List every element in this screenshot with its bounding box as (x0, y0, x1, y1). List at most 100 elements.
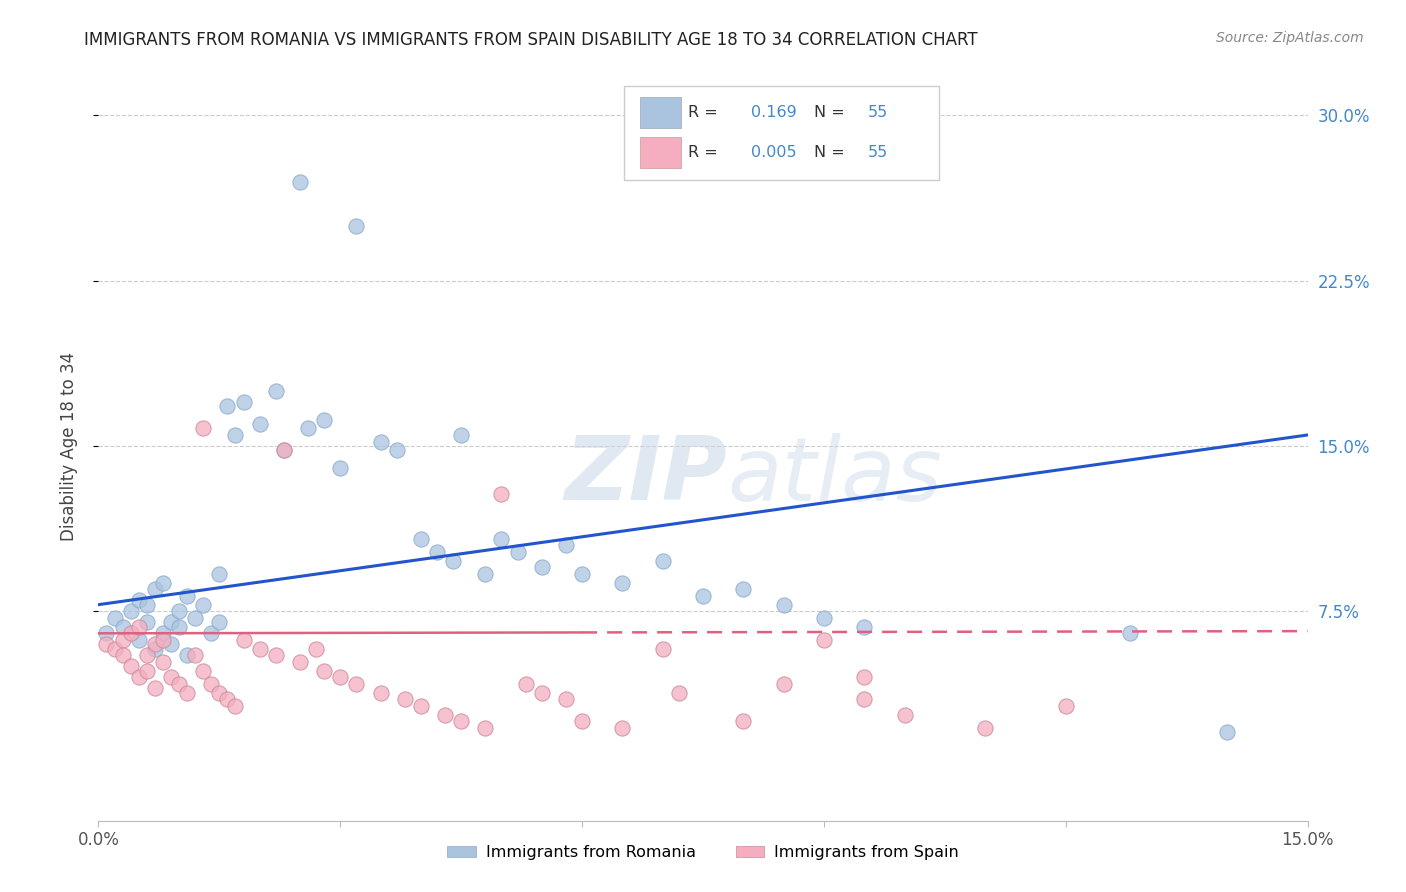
Point (176, 686, 198, 700)
Text: R =: R = (689, 105, 723, 120)
Point (692, 589, 714, 603)
Text: R =: R = (689, 145, 723, 160)
Point (515, 677, 537, 691)
Point (152, 626, 174, 640)
Point (160, 615, 183, 630)
Point (120, 659, 142, 673)
Text: atlas: atlas (727, 433, 942, 519)
Point (651, 641, 673, 656)
Point (273, 443, 295, 458)
FancyBboxPatch shape (640, 97, 682, 128)
Point (96, 637, 118, 651)
Point (733, 714, 755, 729)
Point (111, 648, 134, 663)
Point (370, 434, 392, 449)
Point (305, 641, 328, 656)
Text: 0.005: 0.005 (751, 145, 797, 160)
Point (571, 714, 593, 729)
Point (143, 637, 166, 651)
Point (224, 699, 246, 714)
Point (273, 443, 295, 458)
Point (193, 421, 215, 435)
Point (167, 604, 190, 618)
Point (208, 615, 231, 630)
Point (128, 620, 150, 634)
Point (612, 575, 634, 590)
Point (893, 707, 915, 722)
Point (135, 598, 157, 612)
Point (491, 487, 513, 501)
Point (152, 655, 174, 669)
Text: 55: 55 (868, 145, 887, 160)
Point (612, 721, 634, 735)
Point (143, 582, 166, 597)
Point (103, 611, 125, 625)
Point (224, 428, 246, 442)
Point (853, 670, 876, 684)
Point (120, 626, 142, 640)
Point (184, 611, 207, 625)
Point (264, 648, 287, 663)
Point (329, 670, 352, 684)
Point (208, 566, 231, 581)
Point (813, 632, 835, 647)
FancyBboxPatch shape (640, 136, 682, 168)
Point (474, 721, 496, 735)
Point (103, 641, 125, 656)
Point (249, 641, 271, 656)
Point (232, 632, 254, 647)
Point (135, 648, 157, 663)
Point (370, 686, 392, 700)
Point (135, 664, 157, 678)
Point (571, 566, 593, 581)
Text: ZIP: ZIP (564, 433, 727, 519)
Point (135, 615, 157, 630)
Point (143, 641, 166, 656)
Point (128, 670, 150, 684)
Text: Source: ZipAtlas.com: Source: ZipAtlas.com (1216, 31, 1364, 45)
Point (264, 384, 287, 398)
Point (120, 604, 142, 618)
Point (434, 707, 457, 722)
Point (1054, 699, 1077, 714)
Point (288, 655, 311, 669)
Point (733, 582, 755, 597)
Point (506, 545, 529, 559)
FancyBboxPatch shape (624, 87, 939, 180)
Point (160, 670, 183, 684)
Point (853, 692, 876, 706)
Point (853, 620, 876, 634)
Point (184, 648, 207, 663)
Point (193, 664, 215, 678)
Point (474, 566, 496, 581)
Point (200, 677, 222, 691)
Point (297, 421, 319, 435)
Point (530, 560, 553, 574)
Y-axis label: Disability Age 18 to 34: Disability Age 18 to 34 (59, 351, 77, 541)
Point (176, 648, 198, 663)
Point (200, 626, 222, 640)
Point (651, 553, 673, 567)
Point (160, 637, 183, 651)
Point (772, 598, 794, 612)
Point (152, 575, 174, 590)
Point (329, 461, 352, 475)
Point (450, 428, 472, 442)
Point (167, 620, 190, 634)
Text: N =: N = (814, 145, 851, 160)
Point (128, 632, 150, 647)
Text: 55: 55 (868, 105, 887, 120)
Point (314, 664, 336, 678)
Point (344, 677, 367, 691)
Point (249, 417, 271, 431)
Text: IMMIGRANTS FROM ROMANIA VS IMMIGRANTS FROM SPAIN DISABILITY AGE 18 TO 34 CORRELA: IMMIGRANTS FROM ROMANIA VS IMMIGRANTS FR… (84, 31, 979, 49)
Point (426, 545, 449, 559)
Point (217, 692, 239, 706)
Text: 0.169: 0.169 (751, 105, 797, 120)
Point (111, 632, 134, 647)
Point (167, 677, 190, 691)
Point (530, 686, 553, 700)
Point (385, 443, 408, 458)
Point (394, 692, 416, 706)
Point (1216, 725, 1239, 739)
